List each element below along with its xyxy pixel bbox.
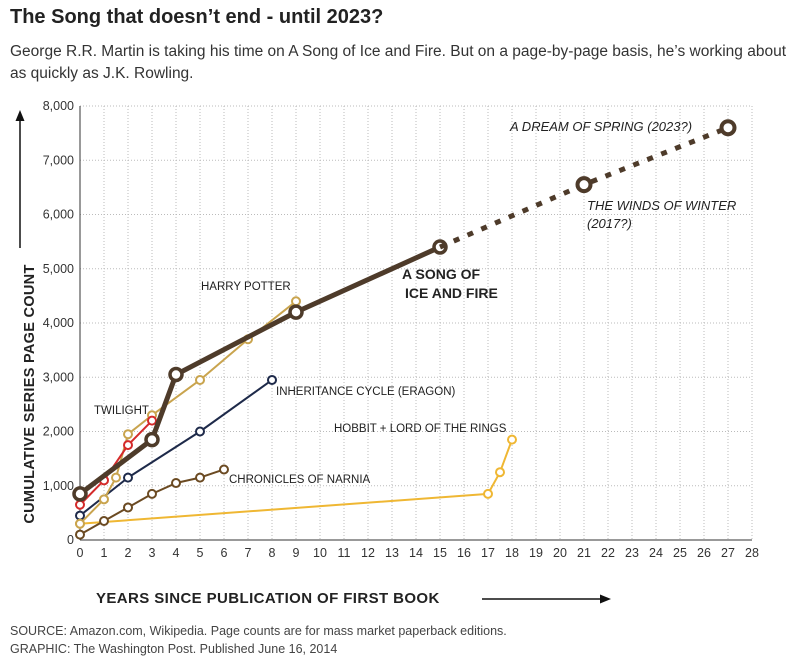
label-chronicles-of-narnia: CHRONICLES OF NARNIA [229,474,371,486]
x-tick-label: 23 [625,546,639,560]
x-tick-label: 24 [649,546,663,560]
label-asoiaf-line1: A SONG OF [402,266,480,282]
annotation-winds-of-winter: THE WINDS OF WINTER [587,198,736,213]
label-twilight: TWILIGHT [94,405,149,417]
y-tick-label: 6,000 [43,208,74,222]
annotation-dream-of-spring: A DREAM OF SPRING (2023?) [509,119,692,134]
data-point-inheritance-cycle-eragon [75,510,85,521]
x-tick-label: 22 [601,546,615,560]
x-tick-label: 9 [293,546,300,560]
chart-title: The Song that doesn’t end - until 2023? [10,6,384,28]
data-point-hobbit-lord-of-the-rings [483,488,493,499]
data-point-harry-potter [291,296,301,307]
data-point-chronicles-of-narnia [99,516,109,527]
axes: 8,000 7,000 6,000 5,000 4,000 3,000 2,000 1,000… [15,99,759,604]
x-tick-label: 13 [385,546,399,560]
data-point-a-song-of-ice-and-fire-projected [575,176,593,194]
series-line-a-song-of-ice-and-fire-projected [439,125,729,250]
x-tick-label: 8 [269,546,276,560]
graphic-credit: GRAPHIC: The Washington Post. Published … [10,642,338,656]
series-labels: HARRY POTTER TWILIGHT INHERITANCE CYCLE (E… [94,119,736,486]
data-point-harry-potter [195,374,205,385]
x-tick-label: 1 [101,546,108,560]
data-point-twilight [147,415,157,426]
data-point-chronicles-of-narnia [171,478,181,489]
series-line-twilight [79,419,153,506]
data-point-chronicles-of-narnia [123,502,133,513]
data-point-harry-potter [99,494,109,505]
chart-subtitle: George R.R. Martin is taking his time on… [10,43,787,82]
data-point-inheritance-cycle-eragon [195,426,205,437]
data-point-chronicles-of-narnia [219,464,229,475]
x-tick-label: 17 [481,546,495,560]
y-tick-label: 0 [67,533,74,547]
x-tick-label: 25 [673,546,687,560]
series [72,119,737,540]
data-point-a-song-of-ice-and-fire [144,431,160,448]
y-tick-label: 2,000 [43,425,74,439]
x-tick-label: 12 [361,546,375,560]
y-tick-label: 7,000 [43,153,74,167]
x-tick-label: 14 [409,546,423,560]
x-tick-label: 15 [433,546,447,560]
data-point-hobbit-lord-of-the-rings [495,467,505,478]
data-point-hobbit-lord-of-the-rings [507,434,517,445]
x-tick-label: 3 [149,546,156,560]
x-tick-label: 4 [173,546,180,560]
x-tick-label: 7 [245,546,252,560]
x-tick-label: 0 [77,546,84,560]
x-tick-label: 26 [697,546,711,560]
data-point-a-song-of-ice-and-fire-projected [719,119,737,137]
data-point-inheritance-cycle-eragon [123,472,133,483]
x-tick-label: 19 [529,546,543,560]
label-asoiaf-line2: ICE AND FIRE [405,285,498,301]
data-point-harry-potter [123,429,133,440]
data-point-chronicles-of-narnia [147,488,157,499]
data-point-a-song-of-ice-and-fire [168,366,184,383]
y-tick-label: 1,000 [43,479,74,493]
label-harry-potter: HARRY POTTER [201,281,291,293]
y-tick-label: 4,000 [43,316,74,330]
data-point-a-song-of-ice-and-fire [72,486,88,502]
y-axis-arrowhead [15,110,25,121]
x-tick-label: 2 [125,546,132,560]
x-tick-label: 27 [721,546,735,560]
x-tick-label: 10 [313,546,327,560]
x-tick-label: 20 [553,546,567,560]
label-hobbit-lotr: HOBBIT + LORD OF THE RINGS [334,423,507,435]
data-point-chronicles-of-narnia [195,472,205,483]
annotation-winds-of-winter-year: (2017?) [587,216,632,231]
x-tick-label: 5 [197,546,204,560]
y-tick-label: 5,000 [43,262,74,276]
source-note: SOURCE: Amazon.com, Wikipedia. Page coun… [10,624,507,638]
data-point-inheritance-cycle-eragon [267,374,277,385]
grid [79,105,753,540]
x-axis-label: YEARS SINCE PUBLICATION OF FIRST BOOK [96,590,440,607]
x-tick-label: 18 [505,546,519,560]
label-inheritance-cycle: INHERITANCE CYCLE (ERAGON) [276,386,456,398]
x-tick-label: 21 [577,546,591,560]
y-tick-label: 8,000 [43,99,74,113]
y-tick-label: 3,000 [43,370,74,384]
series-line-hobbit-lord-of-the-rings [79,438,513,525]
x-tick-label: 16 [457,546,471,560]
data-point-twilight [123,440,133,451]
data-point-a-song-of-ice-and-fire [288,304,304,320]
y-axis-label: CUMULATIVE SERIES PAGE COUNT [22,264,38,524]
data-point-chronicles-of-narnia [75,529,85,540]
x-tick-label: 11 [338,546,351,560]
x-tick-label: 6 [221,546,228,560]
data-point-twilight [75,499,85,510]
x-tick-label: 28 [745,546,759,560]
data-point-harry-potter [111,472,121,483]
data-point-harry-potter [75,518,85,529]
x-axis-arrowhead [600,594,611,604]
